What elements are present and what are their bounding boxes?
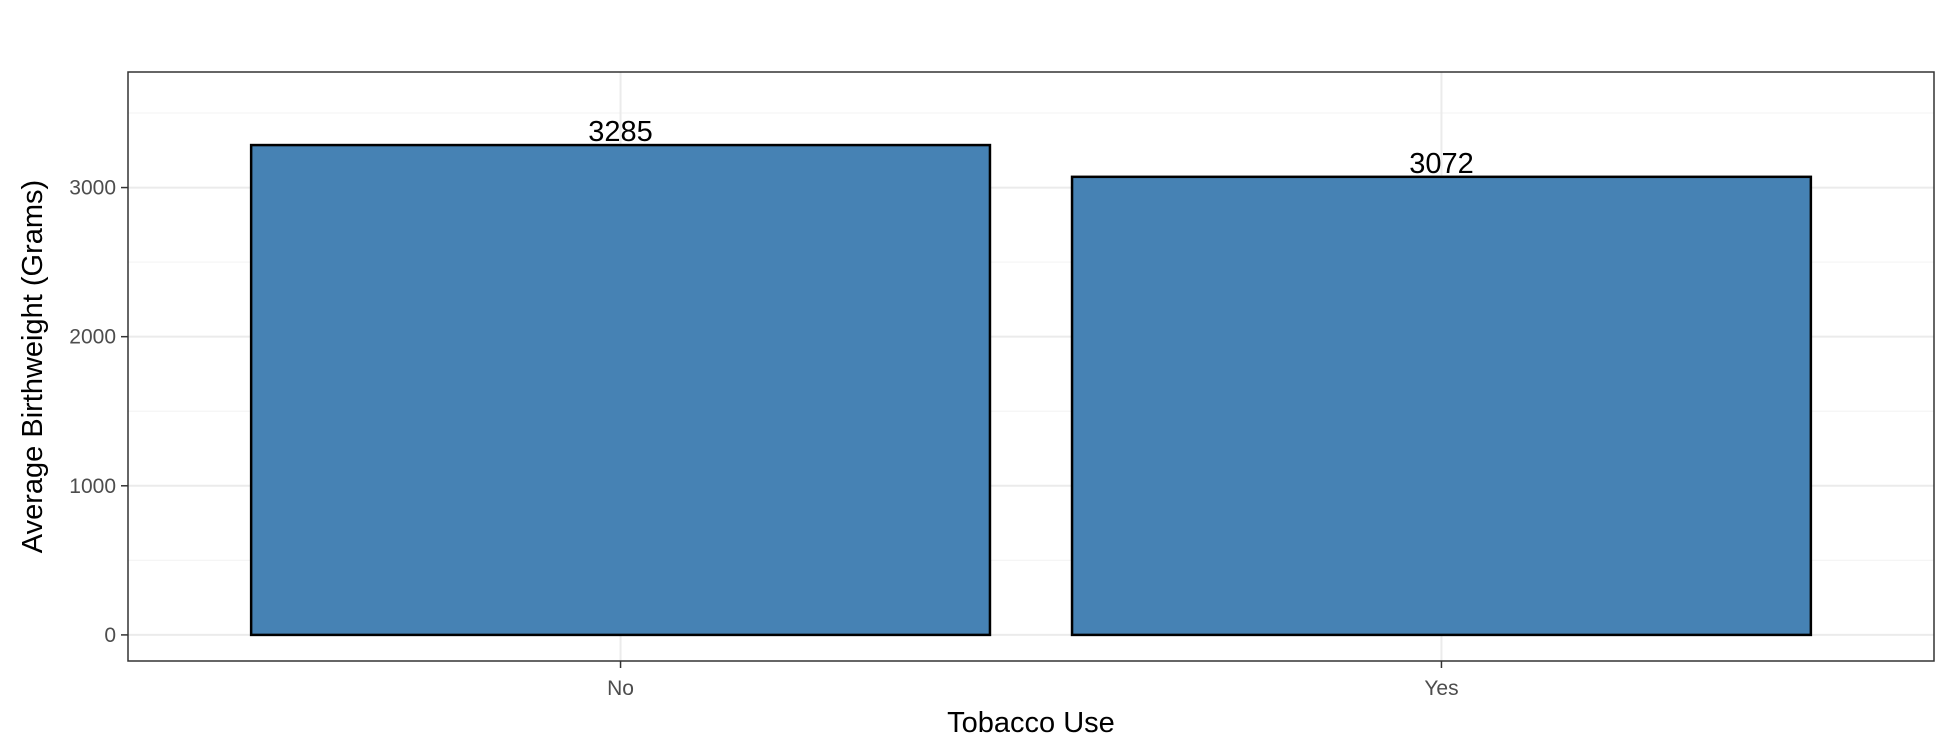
panel-border xyxy=(127,71,1935,662)
y-axis: 0 1000 2000 3000 xyxy=(69,177,128,647)
x-axis-title: Tobacco Use xyxy=(947,707,1115,739)
y-tick-label: 0 xyxy=(104,624,116,647)
y-tick-label: 2000 xyxy=(69,326,116,349)
y-axis-title: Average Birthweight (Grams) xyxy=(17,180,49,553)
data-labels: 3285 3072 xyxy=(588,116,1473,180)
data-label: 3285 xyxy=(588,116,653,148)
bar xyxy=(249,143,992,637)
bars xyxy=(249,143,1813,637)
bar xyxy=(1070,175,1813,637)
x-tick-label: No xyxy=(607,677,634,700)
y-tick-label: 3000 xyxy=(69,177,116,200)
data-label: 3072 xyxy=(1409,148,1474,180)
y-tick-label: 1000 xyxy=(69,475,116,498)
x-tick-label: Yes xyxy=(1424,677,1458,700)
x-axis: No Yes xyxy=(607,661,1459,700)
